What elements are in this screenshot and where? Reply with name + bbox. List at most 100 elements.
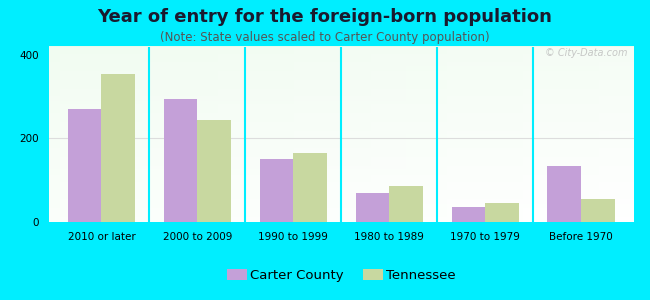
Bar bbox=[49, 141, 634, 143]
Bar bbox=[49, 99, 634, 101]
Bar bbox=[49, 192, 634, 194]
Bar bbox=[254, 46, 259, 222]
Bar bbox=[49, 185, 634, 187]
Bar bbox=[49, 46, 55, 222]
Bar bbox=[517, 46, 523, 222]
Bar bbox=[49, 46, 634, 48]
Bar bbox=[49, 218, 634, 220]
Bar bbox=[587, 46, 593, 222]
Bar bbox=[49, 134, 634, 136]
Bar bbox=[125, 46, 131, 222]
Bar bbox=[49, 125, 634, 127]
Text: Year of entry for the foreign-born population: Year of entry for the foreign-born popul… bbox=[98, 8, 552, 26]
Bar bbox=[452, 207, 485, 222]
Text: (Note: State values scaled to Carter County population): (Note: State values scaled to Carter Cou… bbox=[160, 32, 490, 44]
Bar bbox=[49, 203, 634, 205]
Bar bbox=[230, 46, 236, 222]
Bar bbox=[49, 220, 634, 222]
Bar bbox=[330, 46, 335, 222]
Bar bbox=[49, 78, 634, 80]
Bar bbox=[49, 110, 634, 111]
Bar bbox=[49, 64, 634, 66]
Bar bbox=[49, 117, 634, 118]
Bar bbox=[49, 175, 634, 176]
Bar bbox=[523, 46, 528, 222]
Bar bbox=[283, 46, 289, 222]
Bar bbox=[49, 69, 634, 71]
Bar bbox=[49, 138, 634, 140]
Bar bbox=[306, 46, 312, 222]
Bar bbox=[365, 46, 370, 222]
Bar bbox=[49, 106, 634, 108]
Bar bbox=[447, 46, 452, 222]
Bar bbox=[183, 46, 189, 222]
Bar bbox=[376, 46, 382, 222]
Bar bbox=[470, 46, 476, 222]
Bar bbox=[49, 85, 634, 87]
Bar bbox=[49, 201, 634, 203]
Bar bbox=[248, 46, 254, 222]
Bar bbox=[49, 52, 634, 53]
Bar bbox=[49, 159, 634, 161]
Bar bbox=[382, 46, 388, 222]
Bar bbox=[177, 46, 183, 222]
Bar bbox=[564, 46, 569, 222]
Bar bbox=[78, 46, 84, 222]
Bar bbox=[49, 73, 634, 75]
Bar bbox=[49, 178, 634, 180]
Bar bbox=[49, 122, 634, 124]
Bar bbox=[49, 180, 634, 182]
Bar bbox=[49, 59, 634, 61]
Bar bbox=[49, 166, 634, 168]
Bar bbox=[452, 46, 458, 222]
Bar bbox=[49, 183, 634, 185]
Bar bbox=[136, 46, 142, 222]
Bar bbox=[218, 46, 224, 222]
Bar bbox=[107, 46, 113, 222]
Bar bbox=[49, 206, 634, 208]
Bar bbox=[599, 46, 604, 222]
Bar bbox=[49, 136, 634, 138]
Bar bbox=[49, 160, 634, 162]
Bar bbox=[265, 46, 271, 222]
Bar bbox=[359, 46, 365, 222]
Bar bbox=[49, 94, 634, 96]
Bar bbox=[604, 46, 610, 222]
Bar bbox=[49, 196, 634, 197]
Bar bbox=[400, 46, 406, 222]
Bar bbox=[49, 173, 634, 175]
Bar bbox=[417, 46, 423, 222]
Bar bbox=[166, 46, 172, 222]
Bar bbox=[49, 140, 634, 141]
Bar bbox=[277, 46, 283, 222]
Bar bbox=[49, 66, 634, 68]
Bar bbox=[49, 190, 634, 192]
Bar bbox=[49, 111, 634, 113]
Bar bbox=[49, 108, 634, 110]
Bar bbox=[528, 46, 534, 222]
Bar bbox=[435, 46, 441, 222]
Bar bbox=[569, 46, 575, 222]
Bar bbox=[464, 46, 470, 222]
Bar bbox=[347, 46, 353, 222]
Bar bbox=[49, 88, 634, 90]
Bar bbox=[575, 46, 581, 222]
Bar bbox=[260, 159, 293, 222]
Bar bbox=[49, 187, 634, 189]
Bar bbox=[610, 46, 616, 222]
Bar bbox=[505, 46, 511, 222]
Bar bbox=[289, 46, 294, 222]
Bar bbox=[49, 127, 634, 129]
Bar bbox=[164, 99, 198, 222]
Bar bbox=[72, 46, 78, 222]
Bar bbox=[49, 150, 634, 152]
Bar bbox=[458, 46, 464, 222]
Bar bbox=[49, 131, 634, 133]
Bar bbox=[49, 157, 634, 159]
Bar bbox=[49, 164, 634, 166]
Bar bbox=[476, 46, 482, 222]
Bar bbox=[49, 103, 634, 104]
Bar bbox=[49, 57, 634, 59]
Bar bbox=[49, 194, 634, 196]
Bar bbox=[499, 46, 505, 222]
